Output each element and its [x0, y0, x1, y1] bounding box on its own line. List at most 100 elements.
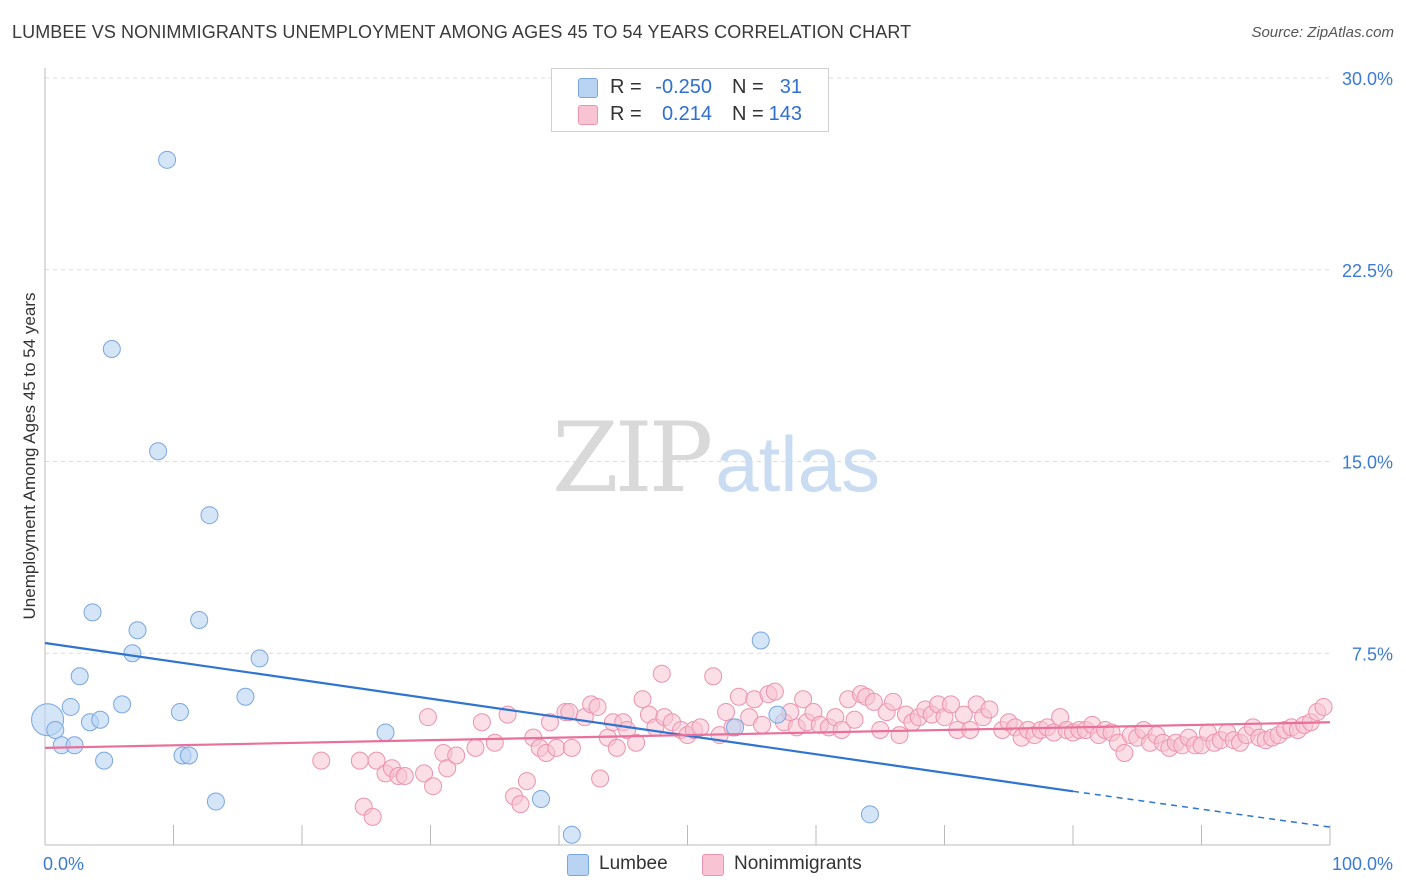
watermark-atlas: atlas [715, 420, 880, 508]
lumbee-point [170, 703, 189, 722]
nonimmigrants-point [447, 746, 466, 765]
nonimmigrants-point [438, 759, 457, 778]
nonimmigrants-point [652, 664, 671, 683]
legend-r-value: -0.250 [655, 76, 712, 98]
x-tick-label: 0.0% [43, 854, 84, 874]
grid-lines [45, 77, 1330, 654]
y-tick-label: 15.0% [1342, 453, 1393, 473]
nonimmigrants-point [753, 715, 772, 734]
nonimmigrants-point [884, 692, 903, 711]
nonimmigrants-point [588, 697, 607, 716]
lumbee-point [236, 687, 255, 706]
nonimmigrants-point [1115, 743, 1134, 762]
y-tick-label: 30.0% [1342, 69, 1393, 89]
y-tick-label: 22.5% [1342, 261, 1393, 281]
lumbee-trend-extension [1072, 790, 1331, 828]
nonimmigrants-swatch [578, 105, 598, 125]
lumbee-point [179, 746, 198, 765]
nonimmigrants-point [627, 733, 646, 752]
series-nonimmigrants [312, 664, 1333, 826]
nonimmigrants-point [472, 713, 491, 732]
nonimmigrants-point [485, 733, 504, 752]
nonimmigrants-point [415, 764, 434, 783]
nonimmigrants-point [717, 703, 736, 722]
lumbee-point [206, 792, 225, 811]
nonimmigrants-trend-line [44, 721, 1331, 749]
legend-row-nonimmigrants: R = 0.214 N = 143 [552, 101, 828, 127]
nonimmigrants-point [633, 690, 652, 709]
series-lumbee [31, 150, 879, 844]
nonimmigrants-point [517, 772, 536, 791]
lumbee-point [200, 506, 219, 525]
nonimmigrants-point [367, 751, 386, 770]
nonimmigrants-point [871, 720, 890, 739]
lumbee-legend-swatch [567, 854, 589, 876]
legend-r-label: R = [610, 103, 642, 125]
nonimmigrants-point [890, 726, 909, 745]
y-tick-label: 7.5% [1352, 644, 1393, 664]
nonimmigrants-point [511, 795, 530, 814]
lumbee-point [149, 442, 168, 461]
lumbee-point [562, 825, 581, 844]
nonimmigrants-point [954, 705, 973, 724]
nonimmigrants-legend-label: Nonimmigrants [734, 853, 862, 874]
lumbee-point [532, 789, 551, 808]
watermark: ZIPatlas [552, 402, 880, 514]
nonimmigrants-point [591, 769, 610, 788]
correlation-legend: R = -0.250 N = 31 R = 0.214 N = 143 [551, 68, 829, 132]
lumbee-point [95, 751, 114, 770]
lumbee-point [70, 667, 89, 686]
nonimmigrants-point [363, 807, 382, 826]
nonimmigrants-point [424, 777, 443, 796]
nonimmigrants-point [312, 751, 331, 770]
lumbee-point [113, 695, 132, 714]
tick-labels: 7.5% 15.0% 22.5% 30.0% 0.0% 100.0% [43, 69, 1393, 874]
lumbee-point [250, 649, 269, 668]
nonimmigrants-point [704, 667, 723, 686]
nonimmigrants-point [845, 710, 864, 729]
legend-row-lumbee: R = -0.250 N = 31 [552, 74, 828, 100]
lumbee-legend-label: Lumbee [599, 853, 668, 874]
nonimmigrants-point [794, 690, 813, 709]
nonimmigrants-point [729, 687, 748, 706]
lumbee-point [158, 150, 177, 169]
nonimmigrants-point [607, 738, 626, 757]
lumbee-trend-line [44, 641, 1074, 793]
lumbee-point [376, 723, 395, 742]
nonimmigrants-point [832, 720, 851, 739]
lumbee-point [65, 736, 84, 755]
lumbee-point [751, 631, 770, 650]
legend-n-label: N = [732, 103, 764, 125]
nonimmigrants-point [941, 695, 960, 714]
nonimmigrants-legend-swatch [702, 854, 724, 876]
lumbee-point [91, 710, 110, 729]
chart-title: LUMBEE VS NONIMMIGRANTS UNEMPLOYMENT AMO… [12, 22, 912, 42]
source-label: Source: ZipAtlas.com [1251, 24, 1394, 41]
legend-r-value: 0.214 [661, 103, 712, 125]
lumbee-point [123, 644, 142, 663]
nonimmigrants-point [418, 708, 437, 727]
legend-n-label: N = [732, 76, 764, 98]
nonimmigrants-point [691, 718, 710, 737]
watermark-zip: ZIP [552, 402, 713, 514]
nonimmigrants-point [562, 738, 581, 757]
nonimmigrants-point [864, 692, 883, 711]
lumbee-point [128, 621, 147, 640]
nonimmigrants-point [466, 738, 485, 757]
lumbee-point [46, 720, 65, 739]
lumbee-point [726, 718, 745, 737]
legend-n-value: 31 [779, 76, 802, 98]
nonimmigrants-point [980, 700, 999, 719]
trend-lines [44, 641, 1331, 828]
lumbee-point [190, 611, 209, 630]
legend-r-label: R = [610, 76, 642, 98]
lumbee-point [83, 603, 102, 622]
nonimmigrants-point [547, 738, 566, 757]
nonimmigrants-point [765, 682, 784, 701]
lumbee-swatch [578, 78, 598, 98]
nonimmigrants-point [350, 751, 369, 770]
lumbee-point [61, 697, 80, 716]
lumbee-point [860, 805, 879, 824]
y-axis-label: Unemployment Among Ages 45 to 54 years [20, 292, 39, 620]
